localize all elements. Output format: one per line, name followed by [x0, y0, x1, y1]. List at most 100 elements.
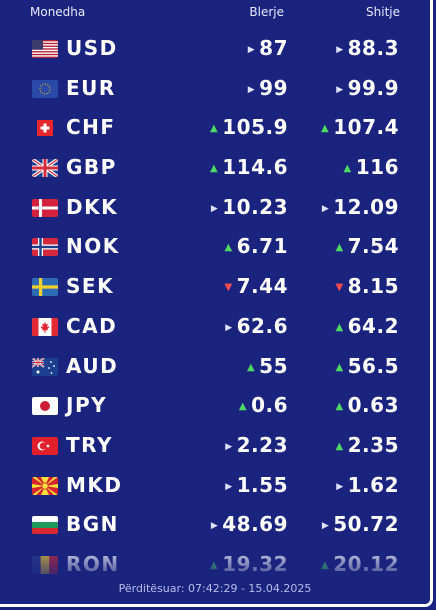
rates-list[interactable]: USD ▶ 87 ▶ 88.3 EUR ▶ 99 ▶ 99.9 CHF ▲ 105.9 ▲ 107.4 GBP…	[0, 28, 430, 584]
trend-neutral-icon: ▶	[225, 481, 233, 492]
currency-code: BGN	[66, 512, 119, 537]
buy-rate: ▶ 2.23	[225, 433, 288, 457]
currency-code: EUR	[66, 75, 116, 100]
sell-rate-value: 12.09	[333, 194, 399, 219]
currency-code: TRY	[66, 432, 113, 457]
last-updated-text: Përditësuar: 07:42:29 - 15.04.2025	[118, 582, 312, 595]
sell-rate-value: 56.5	[347, 353, 399, 378]
buy-rate-value: 6.71	[236, 234, 288, 259]
north-macedonia-flag-icon	[32, 476, 58, 495]
trend-neutral-icon: ▶	[225, 441, 233, 452]
rate-row-cad: CAD ▶ 62.6 ▲ 64.2	[0, 306, 430, 346]
rate-row-usd: USD ▶ 87 ▶ 88.3	[0, 28, 430, 68]
sell-rate-value: 64.2	[347, 313, 399, 338]
buy-rate: ▶ 62.6	[225, 314, 288, 338]
sell-rate: ▲ 56.5	[335, 354, 399, 378]
trend-neutral-icon: ▶	[336, 481, 344, 492]
sell-rate: ▲ 7.54	[335, 234, 399, 258]
rate-row-aud: AUD ▲ 55 ▲ 56.5	[0, 346, 430, 386]
trend-up-icon: ▲	[343, 163, 352, 175]
sell-rate-value: 1.62	[347, 472, 399, 497]
rate-row-mkd: MKD ▶ 1.55 ▶ 1.62	[0, 465, 430, 505]
trend-up-icon: ▲	[335, 401, 344, 413]
trend-down-icon: ▼	[224, 282, 233, 294]
japan-flag-icon	[32, 397, 58, 416]
currency-code: SEK	[66, 274, 115, 299]
sell-rate-value: 0.63	[347, 393, 399, 418]
canada-flag-icon	[32, 317, 58, 336]
trend-up-icon: ▲	[335, 440, 344, 452]
sell-rate-value: 2.35	[347, 432, 399, 457]
sell-rate: ▼ 8.15	[335, 274, 399, 298]
buy-rate-value: 10.23	[222, 194, 288, 219]
usa-flag-icon	[32, 40, 58, 58]
currency-column-header: Monedha	[30, 5, 86, 19]
currency-code: MKD	[66, 472, 123, 497]
sell-rate-value: 50.72	[333, 512, 399, 537]
buy-rate: ▲ 6.71	[224, 234, 288, 258]
trend-up-icon: ▲	[224, 242, 233, 254]
sweden-flag-icon	[32, 278, 58, 297]
currency-code: CHF	[66, 115, 116, 140]
buy-rate: ▲ 114.6	[210, 155, 288, 179]
switzerland-flag-icon	[32, 119, 58, 138]
sell-rate: ▲ 64.2	[335, 314, 399, 338]
trend-neutral-icon: ▶	[247, 84, 256, 95]
rate-row-try: TRY ▶ 2.23 ▲ 2.35	[0, 425, 430, 465]
trend-up-icon: ▲	[246, 361, 256, 373]
rate-row-chf: CHF ▲ 105.9 ▲ 107.4	[0, 107, 430, 147]
sell-rate: ▲ 2.35	[335, 433, 399, 457]
trend-up-icon: ▲	[210, 163, 219, 175]
sell-rate: ▶ 88.3	[336, 36, 399, 60]
sell-rate-value: 7.54	[347, 234, 399, 259]
sell-rate: ▶ 1.62	[336, 473, 399, 497]
currency-code: USD	[66, 36, 118, 60]
currency-code: AUD	[66, 353, 119, 378]
buy-rate-value: 55	[259, 353, 288, 378]
trend-up-icon: ▲	[321, 123, 330, 135]
table-header: Monedha Blerje Shitje	[0, 0, 430, 26]
rate-row-jpy: JPY ▲ 0.6 ▲ 0.63	[0, 385, 430, 425]
buy-rate-value: 1.55	[236, 472, 288, 497]
sell-column-header: Shitje	[366, 5, 400, 19]
trend-neutral-icon: ▶	[321, 203, 330, 214]
sell-rate: ▲ 116	[344, 155, 399, 179]
norway-flag-icon	[32, 238, 58, 257]
scroll-fade-overlay	[0, 540, 430, 604]
sell-rate: ▶ 99.9	[336, 76, 399, 100]
buy-rate: ▲ 105.9	[210, 115, 288, 139]
rate-row-sek: SEK ▼ 7.44 ▼ 8.15	[0, 266, 430, 306]
buy-rate-value: 7.44	[236, 274, 288, 299]
trend-neutral-icon: ▶	[210, 521, 219, 532]
buy-rate: ▶ 1.55	[225, 473, 288, 497]
bulgaria-flag-icon	[32, 516, 58, 535]
sell-rate-value: 8.15	[347, 274, 399, 299]
sell-rate: ▶ 50.72	[322, 512, 399, 536]
trend-neutral-icon: ▶	[210, 203, 219, 214]
currency-code: NOK	[66, 234, 120, 259]
buy-rate-value: 2.23	[236, 432, 288, 457]
turkey-flag-icon	[32, 436, 58, 455]
buy-rate: ▲ 0.6	[239, 393, 288, 417]
trend-neutral-icon: ▶	[321, 521, 330, 532]
sell-rate-value: 107.4	[333, 115, 399, 140]
sell-rate-value: 88.3	[347, 36, 399, 60]
currency-code: JPY	[66, 393, 108, 418]
buy-column-header: Blerje	[249, 5, 284, 19]
rate-row-gbp: GBP ▲ 114.6 ▲ 116	[0, 147, 430, 187]
buy-rate: ▲ 55	[247, 354, 288, 378]
rate-row-eur: EUR ▶ 99 ▶ 99.9	[0, 68, 430, 108]
sell-rate-value: 116	[355, 155, 399, 180]
eu-flag-icon	[32, 79, 58, 98]
trend-up-icon: ▲	[335, 361, 344, 373]
trend-down-icon: ▼	[335, 282, 344, 294]
buy-rate-value: 0.6	[251, 393, 288, 418]
trend-neutral-icon: ▶	[225, 322, 233, 333]
rate-row-bgn: BGN ▶ 48.69 ▶ 50.72	[0, 504, 430, 544]
currency-code: GBP	[66, 155, 117, 180]
buy-rate-value: 105.9	[222, 115, 288, 140]
trend-up-icon: ▲	[335, 321, 344, 333]
buy-rate: ▶ 99	[248, 76, 288, 100]
buy-rate-value: 87	[259, 36, 288, 60]
